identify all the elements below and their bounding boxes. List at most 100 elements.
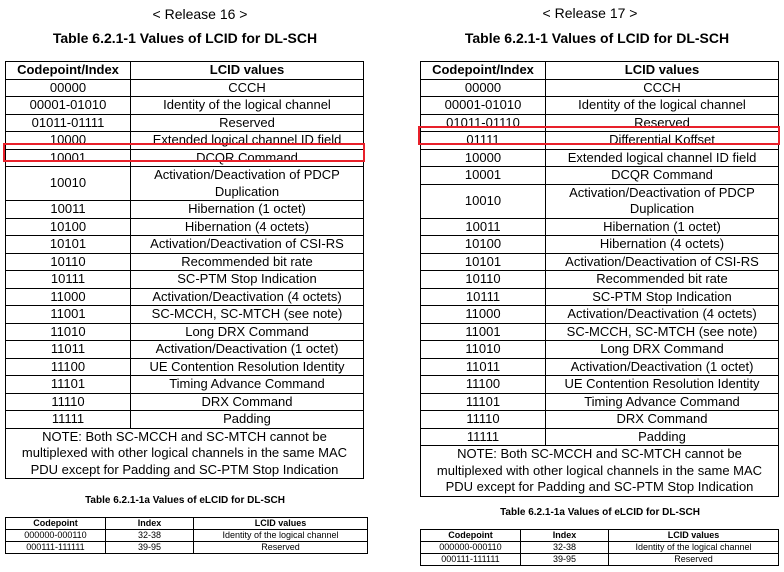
lcid-value-cell: Identity of the logical channel (130, 96, 364, 115)
table-row: 11101 Timing Advance Command (420, 392, 779, 411)
table-row: 11010 Long DRX Command (420, 340, 779, 359)
lcid-value-cell: UE Contention Resolution Identity (130, 357, 364, 376)
table-row: 10010 Activation/Deactivation of PDCP Dup… (5, 166, 364, 201)
codepoint-cell: 000000-000110 (420, 541, 521, 554)
lcid-value-cell: DRX Command (130, 392, 364, 411)
lcid-value-cell: Recommended bit rate (130, 252, 364, 271)
table-note: NOTE: Both SC-MCCH and SC-MTCH cannot be… (5, 427, 364, 479)
table-note-row: NOTE: Both SC-MCCH and SC-MTCH cannot be… (5, 427, 364, 479)
column-header-index: Index (520, 529, 609, 542)
release-16-label: < Release 16 > (152, 6, 248, 22)
column-header-lcid-values: LCID values (608, 529, 779, 542)
index-cell: 32-38 (105, 529, 194, 542)
codepoint-cell: 10111 (420, 287, 546, 306)
lcid-value-cell: Activation/Deactivation of CSI-RS (545, 252, 779, 271)
codepoint-cell: 10000 (420, 148, 546, 167)
table-row: 11011 Activation/Deactivation (1 octet) (5, 340, 364, 359)
lcid-value-cell: DRX Command (545, 410, 779, 429)
index-cell: 39-95 (520, 553, 609, 566)
table-row: 00000 CCCH (5, 78, 364, 97)
table-row: 01011-01111 Reserved (5, 113, 364, 132)
codepoint-cell: 11011 (5, 340, 131, 359)
table-row: 11111 Padding (5, 410, 364, 429)
table-row: 11001 SC-MCCH, SC-MTCH (see note) (420, 322, 779, 341)
lcid-value-cell: Identity of the logical channel (193, 529, 368, 542)
codepoint-cell: 11111 (5, 410, 131, 429)
lcid-value-cell: Activation/Deactivation of PDCP Duplicat… (130, 166, 364, 201)
column-header-codepoint: Codepoint (5, 517, 106, 530)
left-subtable-title: Table 6.2.1-1a Values of eLCID for DL-SC… (85, 495, 285, 506)
table-note: NOTE: Both SC-MCCH and SC-MTCH cannot be… (420, 445, 779, 497)
codepoint-cell: 11011 (420, 357, 546, 376)
table-row: 10101 Activation/Deactivation of CSI-RS (5, 235, 364, 254)
right-subtable-title: Table 6.2.1-1a Values of eLCID for DL-SC… (500, 507, 700, 518)
column-header-lcid-values: LCID values (193, 517, 368, 530)
table-row: 10111 SC-PTM Stop Indication (420, 287, 779, 306)
index-cell: 32-38 (520, 541, 609, 554)
table-row: 10101 Activation/Deactivation of CSI-RS (420, 252, 779, 271)
table-row: 10100 Hibernation (4 octets) (420, 235, 779, 254)
left-lcid-table: Codepoint/Index LCID values 00000 CCCH 000… (5, 61, 364, 479)
table-row: 10011 Hibernation (1 octet) (420, 217, 779, 236)
codepoint-cell: 10010 (420, 183, 546, 219)
index-cell: 39-95 (105, 541, 194, 554)
table-row: 11110 DRX Command (420, 410, 779, 429)
codepoint-cell: 00001-01010 (5, 96, 131, 115)
codepoint-cell: 11000 (420, 305, 546, 324)
right-table-title: Table 6.2.1-1 Values of LCID for DL-SCH (464, 30, 730, 46)
table-row: 10011 Hibernation (1 octet) (5, 200, 364, 219)
codepoint-cell: 000000-000110 (5, 529, 106, 542)
lcid-value-cell: Hibernation (4 octets) (130, 217, 364, 236)
lcid-value-cell: Hibernation (1 octet) (545, 217, 779, 236)
codepoint-cell: 11110 (420, 410, 546, 429)
lcid-value-cell: SC-PTM Stop Indication (545, 287, 779, 306)
codepoint-cell: 11001 (420, 322, 546, 341)
table-row: 10110 Recommended bit rate (5, 252, 364, 271)
release-17-label: < Release 17 > (542, 5, 638, 21)
codepoint-cell: 00001-01010 (420, 96, 546, 115)
table-row: 10010 Activation/Deactivation of PDCP Dup… (420, 183, 779, 219)
codepoint-cell: 11101 (5, 375, 131, 394)
table-row: 11110 DRX Command (5, 392, 364, 411)
lcid-value-cell: Activation/Deactivation (4 octets) (130, 287, 364, 306)
table-row: 10111 SC-PTM Stop Indication (5, 270, 364, 289)
lcid-value-cell: Timing Advance Command (130, 375, 364, 394)
table-row: 11100 UE Contention Resolution Identity (5, 357, 364, 376)
table-row: 00001-01010 Identity of the logical chann… (420, 96, 779, 115)
lcid-value-cell: CCCH (130, 78, 364, 97)
codepoint-cell: 10101 (5, 235, 131, 254)
table-row: 000111-111111 39-95 Reserved (420, 553, 779, 566)
codepoint-cell: 000111-111111 (5, 541, 106, 554)
lcid-value-cell: DCQR Command (545, 166, 779, 185)
codepoint-cell: 11000 (5, 287, 131, 306)
table-header-row: Codepoint/Index LCID values (5, 61, 364, 80)
lcid-value-cell: Activation/Deactivation (1 octet) (130, 340, 364, 359)
table-row: 000000-000110 32-38 Identity of the logica… (420, 541, 779, 554)
lcid-value-cell: Identity of the logical channel (545, 96, 779, 115)
lcid-value-cell: Padding (130, 410, 364, 429)
codepoint-cell: 11100 (420, 375, 546, 394)
highlight-box-dcqr (3, 143, 365, 162)
codepoint-cell: 11101 (420, 392, 546, 411)
highlight-box-differential-koffset (418, 126, 780, 145)
codepoint-cell: 10100 (420, 235, 546, 254)
table-row: 000000-000110 32-38 Identity of the logica… (5, 529, 368, 542)
codepoint-cell: 10011 (420, 217, 546, 236)
codepoint-cell: 11010 (5, 322, 131, 341)
codepoint-cell: 10010 (5, 166, 131, 201)
codepoint-cell: 00000 (420, 78, 546, 97)
column-header-codepoint: Codepoint/Index (420, 61, 546, 80)
codepoint-cell: 11100 (5, 357, 131, 376)
codepoint-cell: 11001 (5, 305, 131, 324)
table-row: 00001-01010 Identity of the logical chann… (5, 96, 364, 115)
lcid-value-cell: Identity of the logical channel (608, 541, 779, 554)
lcid-value-cell: CCCH (545, 78, 779, 97)
codepoint-cell: 10110 (420, 270, 546, 289)
table-row: 10000 Extended logical channel ID field (420, 148, 779, 167)
codepoint-cell: 10111 (5, 270, 131, 289)
lcid-value-cell: SC-MCCH, SC-MTCH (see note) (545, 322, 779, 341)
lcid-value-cell: Activation/Deactivation of PDCP Duplicat… (545, 183, 779, 219)
codepoint-cell: 000111-111111 (420, 553, 521, 566)
lcid-value-cell: Hibernation (4 octets) (545, 235, 779, 254)
lcid-value-cell: Padding (545, 427, 779, 446)
